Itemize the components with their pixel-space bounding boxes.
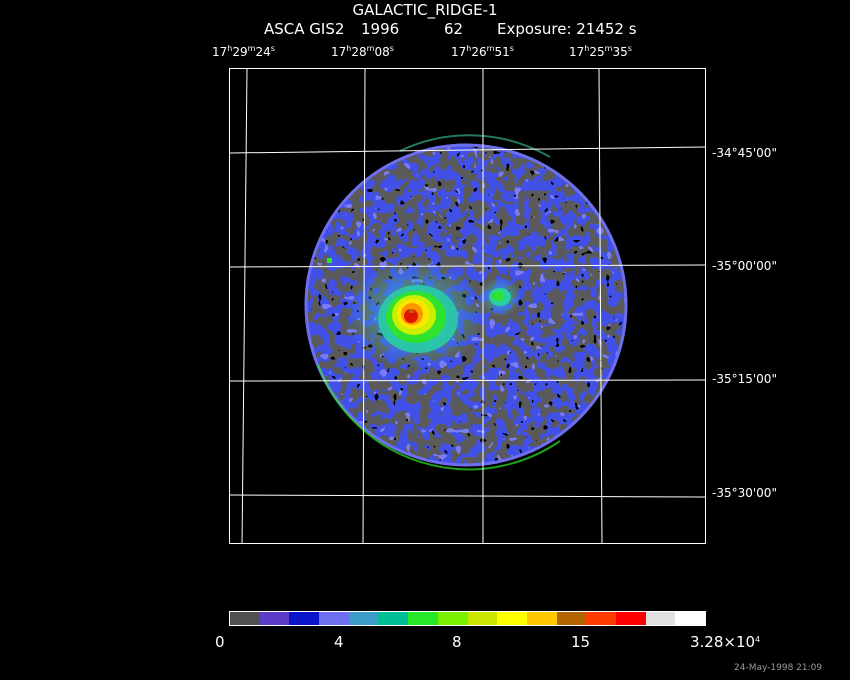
colorbar-segment <box>348 612 379 625</box>
observation-title: GALACTIC_RIDGE-1 <box>352 1 498 19</box>
year-label: 1996 <box>361 20 400 38</box>
colorbar-segment <box>467 612 498 625</box>
colorbar-segment <box>230 612 260 625</box>
colorbar-segment <box>319 612 349 625</box>
ra-tick-label: 17h25m35s <box>569 44 632 60</box>
coordinate-grid <box>230 69 705 543</box>
dec-tick-label: -35°00'00" <box>712 259 777 273</box>
ra-tick-label: 17h29m24s <box>212 44 275 60</box>
colorbar-label: 4 <box>334 633 344 651</box>
colorbar-max-label: 3.28×104 <box>690 633 761 651</box>
colorbar-segment <box>556 612 587 625</box>
instrument-label: ASCA GIS2 <box>264 20 345 38</box>
ra-tick-label: 17h28m08s <box>331 44 394 60</box>
colorbar-label: 8 <box>452 633 462 651</box>
image-frame <box>229 68 706 544</box>
colorbar-segment <box>615 612 646 625</box>
colorbar-segment <box>259 612 290 625</box>
xray-image <box>230 69 705 543</box>
sequence-label: 62 <box>444 20 464 38</box>
colorbar-label: 0 <box>215 633 225 651</box>
colorbar-label: 15 <box>571 633 591 651</box>
edge-hotspot <box>327 258 332 263</box>
colorbar-segment <box>675 612 705 625</box>
colorbar-segment <box>437 612 468 625</box>
colorbar-segment <box>497 612 527 625</box>
faint-source <box>489 288 511 306</box>
colorbar-segment <box>645 612 676 625</box>
colorbar <box>229 611 706 626</box>
colorbar-segment <box>526 612 557 625</box>
dec-tick-label: -35°30'00" <box>712 486 777 500</box>
colorbar-segment <box>408 612 438 625</box>
colorbar-segment <box>378 612 409 625</box>
exposure-label: Exposure: 21452 s <box>497 20 637 38</box>
bright-source <box>378 285 458 353</box>
dec-tick-label: -34°45'00" <box>712 146 777 160</box>
timestamp: 24-May-1998 21:09 <box>734 663 823 673</box>
colorbar-segment <box>586 612 616 625</box>
fov-disk <box>304 134 628 471</box>
dec-tick-label: -35°15'00" <box>712 372 777 386</box>
ra-tick-label: 17h26m51s <box>451 44 514 60</box>
colorbar-segment <box>289 612 320 625</box>
